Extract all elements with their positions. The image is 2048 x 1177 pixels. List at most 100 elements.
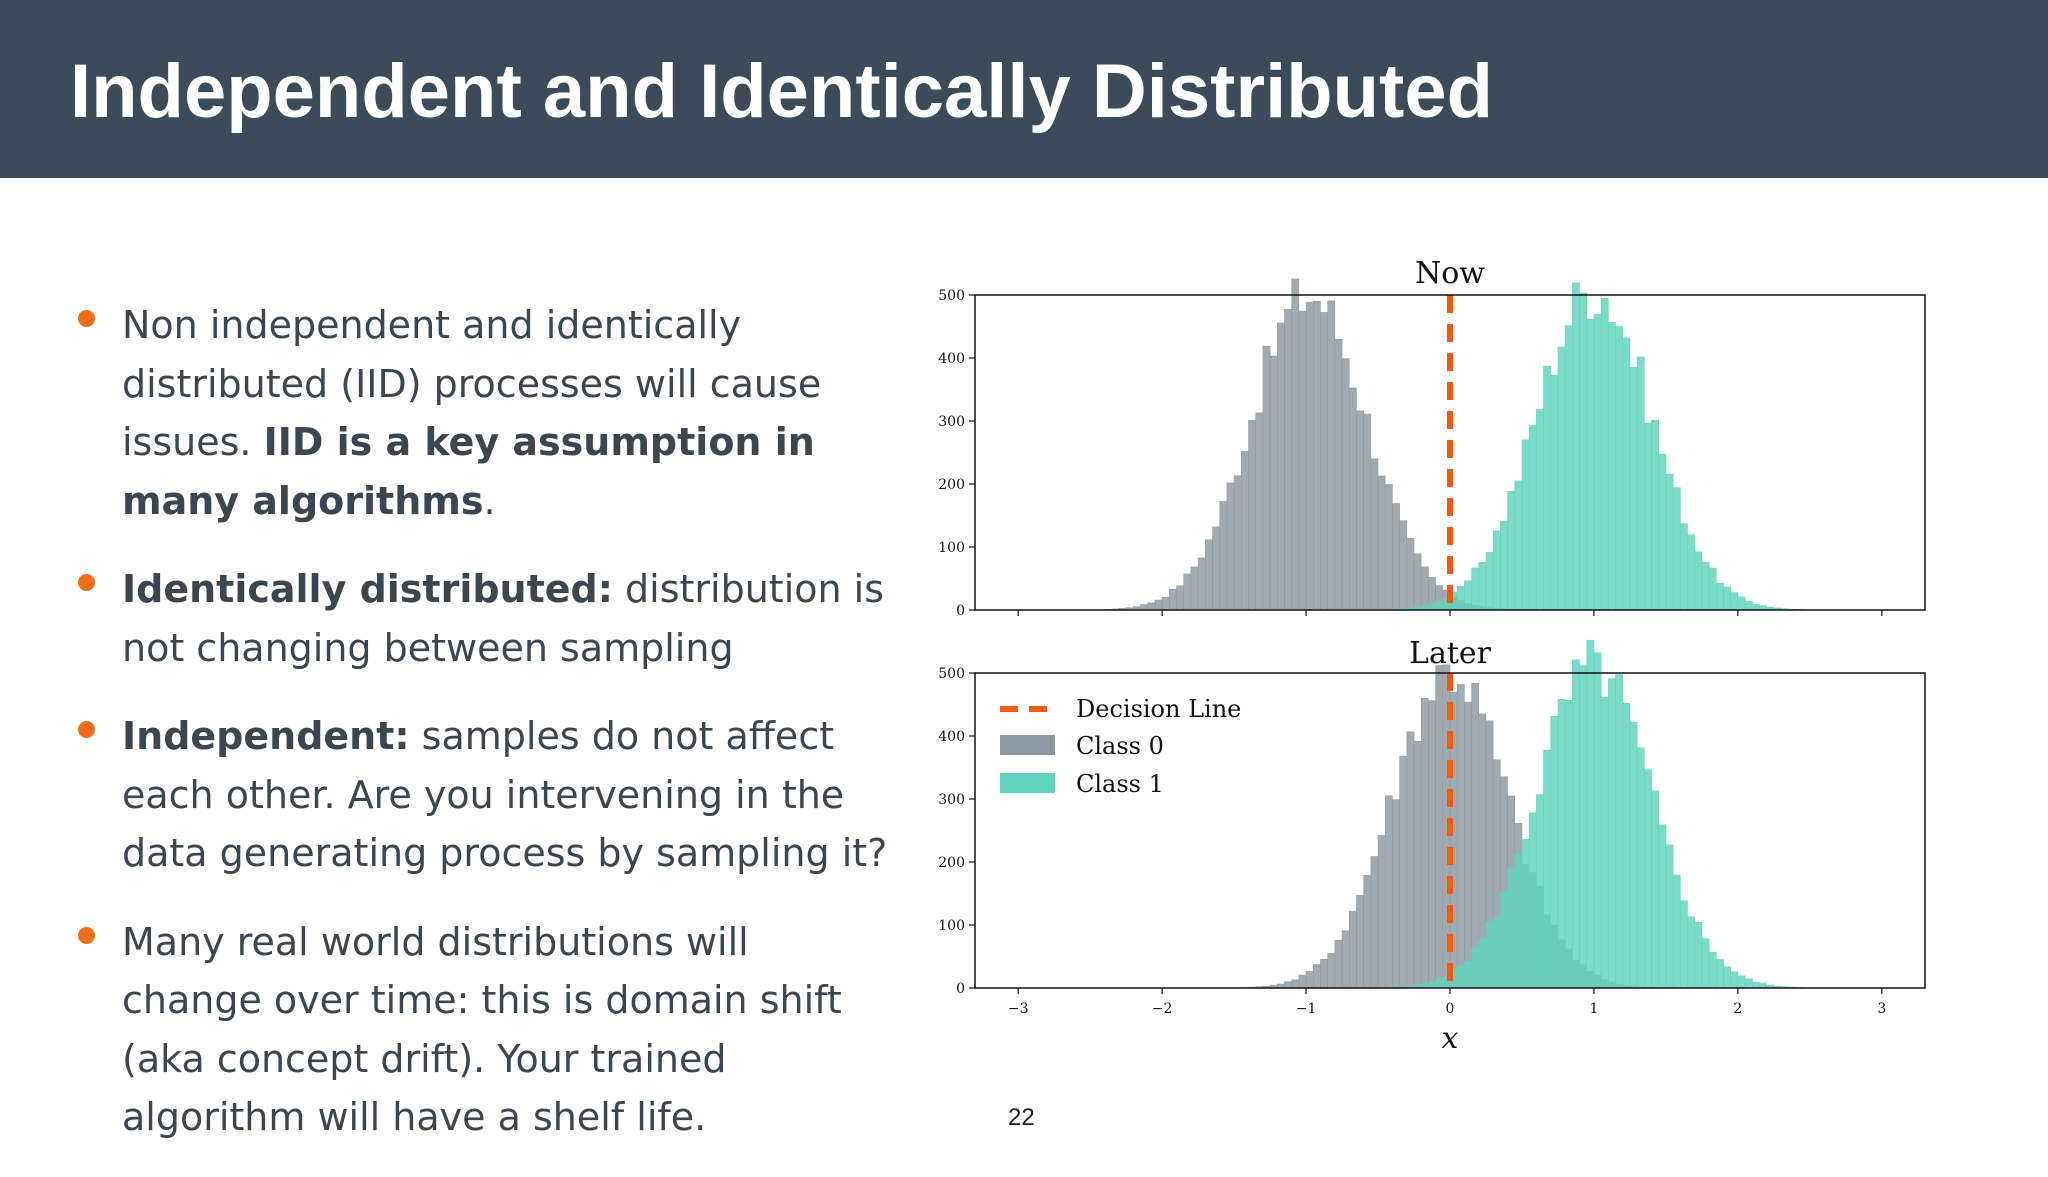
class1-bar <box>1471 947 1480 989</box>
class0-bar <box>1406 538 1415 611</box>
bullet-dot-icon <box>78 721 95 738</box>
class0-bar <box>1471 682 1480 989</box>
class1-bar <box>1651 790 1659 989</box>
class1-bar <box>1435 978 1444 989</box>
class1-bar <box>1636 747 1645 989</box>
class0-bar <box>1406 731 1415 989</box>
chart-later-bars <box>1241 639 1803 989</box>
class0-bar <box>1348 387 1357 611</box>
class1-bar <box>1737 975 1746 989</box>
x-tick-label: 1 <box>1589 1001 1598 1017</box>
y-tick-label: 100 <box>938 540 965 556</box>
class0-bar <box>1327 300 1336 611</box>
class1-bar <box>1579 292 1587 611</box>
class0-bar <box>1212 526 1220 611</box>
class0-bar <box>1313 964 1321 989</box>
bullet-2-lead: Identically distributed: <box>122 567 613 611</box>
y-tick-label: 400 <box>938 351 965 367</box>
class1-bar <box>1608 322 1616 611</box>
class1-bar <box>1586 639 1595 989</box>
slide-header: Independent and Identically Distributed <box>0 0 2048 178</box>
class1-bar <box>1636 356 1645 611</box>
chart-later: Later 0 100 200 300 400 500 −3 −2 −1 0 1 2 3 x Decis… <box>938 636 1926 1056</box>
class0-bar <box>1334 939 1343 989</box>
class0-bar <box>1420 697 1429 989</box>
class0-bar <box>1140 604 1148 611</box>
class1-bar <box>1644 422 1652 611</box>
class0-bar <box>1269 355 1278 611</box>
class1-bar <box>1744 601 1753 611</box>
x-tick-label: 3 <box>1877 1001 1886 1017</box>
class1-bar <box>1730 592 1739 611</box>
x-axis-label: x <box>1442 1021 1459 1056</box>
class1-bar <box>1435 601 1444 611</box>
y-tick-label: 0 <box>956 603 965 619</box>
class0-bar <box>1313 301 1321 611</box>
class0-bar <box>1219 501 1228 611</box>
class0-bar <box>1277 322 1285 611</box>
class0-bar <box>1399 755 1408 989</box>
class0-bar <box>1356 895 1364 989</box>
y-tick-label: 200 <box>938 855 965 871</box>
class0-bar <box>1341 930 1350 989</box>
class1-bar <box>1456 965 1465 989</box>
class1-bar <box>1694 551 1703 611</box>
y-tick-label: 200 <box>938 477 965 493</box>
bullet-3-text: samples do not affect each other. Are yo… <box>122 714 888 875</box>
class1-bar <box>1629 367 1638 611</box>
chart-now-title: Now <box>1415 256 1485 291</box>
class1-bar <box>1730 971 1739 989</box>
class1-bar <box>1687 916 1695 989</box>
x-tick-label: 0 <box>1446 1001 1455 1017</box>
class1-bar <box>1579 665 1587 989</box>
chart-legend: Decision Line Class 0 Class 1 <box>995 685 1241 805</box>
class1-bar <box>1716 582 1724 611</box>
class1-bar <box>1428 604 1436 611</box>
bullet-2-text: distribution is not changing between sam… <box>122 567 885 670</box>
histogram-figure: Now 0 100 200 300 400 500 Later 0 100 200 300 400… <box>938 256 1926 1056</box>
class1-bar <box>1521 839 1530 989</box>
class0-bar <box>1190 566 1199 611</box>
chart-later-axes: 0 100 200 300 400 500 −3 −2 −1 0 1 2 3 <box>938 666 1926 1017</box>
class0-bar <box>1298 310 1307 611</box>
class1-bar <box>1608 678 1616 989</box>
class0-bar <box>1384 484 1393 611</box>
class0-bar <box>1370 458 1379 611</box>
chart-now: Now 0 100 200 300 400 500 <box>938 256 1926 619</box>
class1-bar <box>1557 346 1566 611</box>
class1-bar <box>1701 562 1710 611</box>
y-tick-label: 300 <box>938 414 965 430</box>
class1-bar <box>1507 867 1516 989</box>
chart-now-bars <box>1104 278 1803 611</box>
class1-bar <box>1564 325 1573 611</box>
x-tick-label: −2 <box>1152 1001 1173 1017</box>
bullet-item-1: Non independent and identically distribu… <box>70 296 900 530</box>
class0-bar <box>1377 835 1386 989</box>
class1-bar <box>1687 534 1695 611</box>
x-tick-label: −3 <box>1008 1001 1029 1017</box>
legend-entry-decision: Decision Line <box>1076 695 1241 723</box>
y-tick-label: 500 <box>938 666 965 682</box>
class1-bar <box>1514 854 1523 989</box>
class1-bar <box>1672 487 1681 611</box>
class1-bar <box>1615 674 1623 989</box>
class0-bar <box>1320 958 1328 989</box>
class1-bar <box>1536 409 1544 611</box>
class0-bar <box>1248 420 1256 611</box>
bullet-1-end: . <box>483 478 496 523</box>
bullet-1-text: Non independent and identically distribu… <box>122 303 822 464</box>
class0-bar <box>1298 974 1307 989</box>
class1-bar <box>1485 552 1494 611</box>
class1-bar <box>1665 473 1674 611</box>
class1-bar <box>1600 298 1609 611</box>
class0-bar <box>1370 856 1379 989</box>
class0-bar <box>1399 520 1408 611</box>
legend-entry-class1: Class 1 <box>1076 770 1164 798</box>
class0-bar <box>1305 971 1314 989</box>
class0-bar <box>1341 358 1350 611</box>
class1-bar <box>1550 374 1559 611</box>
class0-bar <box>1169 588 1177 611</box>
class1-bar <box>1492 917 1501 989</box>
class1-bar <box>1672 874 1681 989</box>
class1-bar <box>1680 523 1688 611</box>
